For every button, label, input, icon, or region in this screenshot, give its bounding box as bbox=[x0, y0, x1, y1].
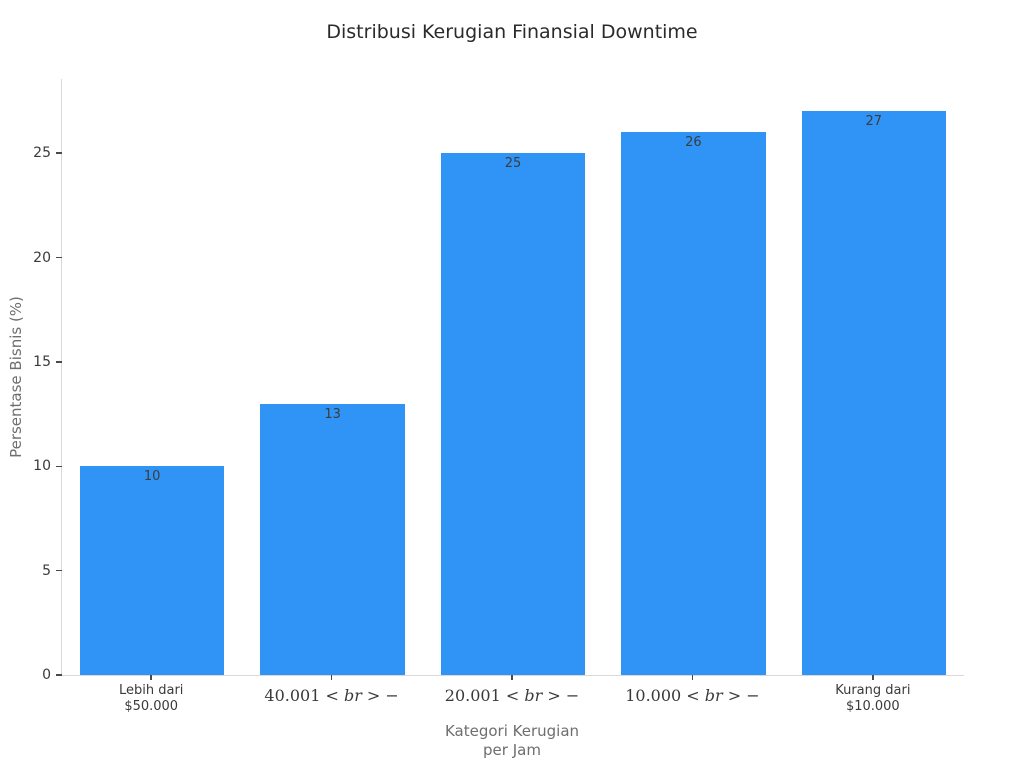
x-axis-title-line1: Kategori Kerugian bbox=[444, 722, 580, 740]
bar-lebih-dari-50000: 10 bbox=[80, 466, 225, 675]
x-tick-label-line2: $50.000 bbox=[124, 699, 179, 714]
y-tick-25: 25 bbox=[1, 144, 62, 162]
math-suffix: > − bbox=[722, 686, 760, 705]
x-axis-title: Kategori Kerugian per Jam bbox=[61, 722, 963, 760]
x-tick-mark bbox=[330, 675, 333, 680]
y-tick-mark bbox=[56, 674, 62, 676]
math-prefix: 20.001 < bbox=[444, 686, 525, 705]
math-variable: br bbox=[704, 686, 723, 705]
bar-kurang-dari-10000: 27 bbox=[801, 111, 946, 675]
math-variable: br bbox=[343, 686, 362, 705]
y-tick-label: 10 bbox=[33, 458, 51, 475]
y-tick-label: 0 bbox=[42, 667, 51, 683]
x-tick-label-line1: Kurang dari bbox=[835, 683, 911, 698]
math-prefix: 40.001 < bbox=[264, 686, 344, 705]
x-tick-mark bbox=[691, 675, 694, 680]
math-suffix: > − bbox=[361, 686, 399, 705]
y-tick-mark bbox=[56, 361, 62, 363]
bar-value-label: 25 bbox=[504, 156, 522, 172]
y-tick-label: 25 bbox=[33, 145, 51, 162]
x-tick-kurang-dari-10000: Kurang dari $10.000 bbox=[783, 675, 963, 715]
x-tick-mark bbox=[150, 675, 152, 680]
math-prefix: 10.000 < bbox=[625, 686, 705, 705]
x-tick-mark bbox=[511, 675, 513, 680]
y-tick-mark bbox=[56, 465, 62, 467]
y-tick-label: 20 bbox=[33, 249, 51, 266]
bar-value-label: 10 bbox=[143, 469, 161, 485]
x-tick-label-math: 40.001 < br > − bbox=[264, 686, 398, 705]
y-tick-20: 20 bbox=[1, 249, 62, 267]
y-axis-title: Persentase Bisnis (%) bbox=[7, 296, 25, 458]
y-tick-label: 15 bbox=[33, 353, 51, 370]
y-tick-mark bbox=[56, 569, 62, 572]
x-tick-label-math: 20.001 < br > − bbox=[445, 686, 579, 705]
plot-area: 10 13 25 26 27 0 5 10 15 20 bbox=[33, 79, 964, 683]
bar-value-label: 13 bbox=[324, 406, 341, 422]
y-tick-0: 0 bbox=[1, 666, 62, 684]
bar-40001-50000: 13 bbox=[260, 403, 405, 675]
x-tick-mark bbox=[872, 675, 874, 680]
y-tick-mark bbox=[56, 256, 62, 259]
x-tick-10000: 10.000 < br > − bbox=[602, 675, 782, 715]
y-tick-15: 15 bbox=[1, 353, 62, 371]
y-tick-mark bbox=[56, 152, 62, 154]
bar-value-label: 27 bbox=[865, 114, 883, 130]
x-tick-40001: 40.001 < br > − bbox=[241, 675, 421, 715]
chart-title: Distribusi Kerugian Finansial Downtime bbox=[326, 21, 698, 43]
math-suffix: > − bbox=[542, 686, 580, 705]
math-variable: br bbox=[524, 686, 543, 705]
x-tick-label-line2: $10.000 bbox=[845, 699, 900, 714]
x-tick-label-line1: Lebih dari bbox=[118, 683, 184, 698]
x-tick-label-math: 10.000 < br > − bbox=[625, 686, 759, 705]
y-tick-10: 10 bbox=[1, 457, 62, 475]
x-tick-lebih-dari-50000: Lebih dari $50.000 bbox=[61, 675, 241, 715]
x-tick-label: Kurang dari $10.000 bbox=[835, 683, 910, 715]
x-tick-20001: 20.001 < br > − bbox=[422, 675, 602, 715]
x-axis-ticks: Lebih dari $50.000 40.001 < br > − 20.00… bbox=[61, 675, 963, 715]
bar-20001-40000: 25 bbox=[440, 153, 586, 675]
x-tick-label: Lebih dari $50.000 bbox=[119, 683, 183, 715]
y-tick-label: 5 bbox=[42, 562, 51, 579]
x-axis-title-line2: per Jam bbox=[483, 741, 541, 759]
bar-10000-20000: 26 bbox=[621, 132, 766, 675]
bar-value-label: 26 bbox=[685, 135, 702, 151]
y-tick-5: 5 bbox=[1, 562, 62, 580]
